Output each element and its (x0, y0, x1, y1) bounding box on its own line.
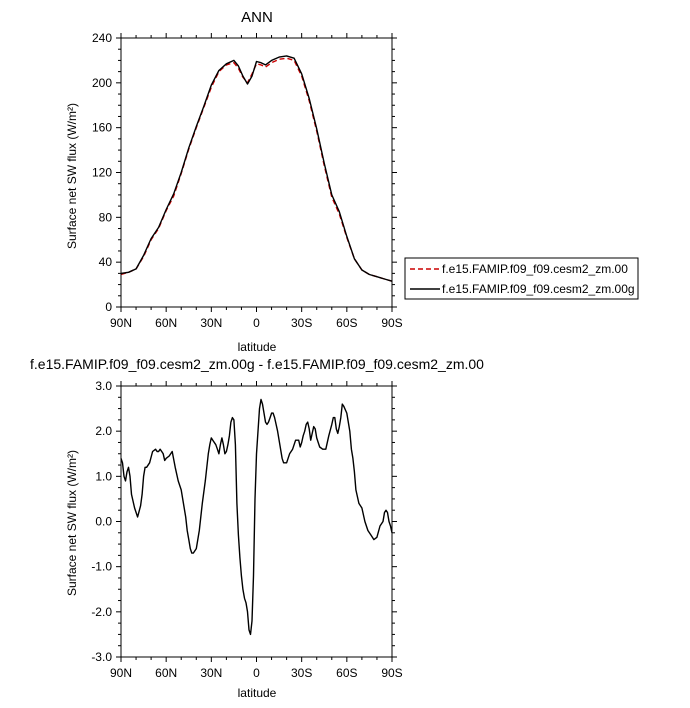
legend: f.e15.FAMIP.f09_f09.cesm2_zm.00 f.e15.FAM… (404, 257, 639, 300)
y-tick-label: 0.0 (95, 515, 112, 529)
x-tick-label: 60N (155, 316, 177, 330)
y-tick-label: 1.0 (95, 469, 112, 483)
x-tick-label: 30S (291, 666, 312, 680)
x-tick-label: 30N (200, 666, 222, 680)
legend-label: f.e15.FAMIP.f09_f09.cesm2_zm.00g (442, 282, 635, 296)
bottom-panel: f.e15.FAMIP.f09_f09.cesm2_zm.00g - f.e15… (30, 356, 484, 700)
top-plot-area: 90N 60N 30N 0 30S 60S 90S 0 40 80 120 160 200 240 (92, 31, 403, 330)
bottom-y-axis-label: Surface net SW flux (W/m²) (65, 450, 79, 596)
x-tick-label: 0 (253, 666, 260, 680)
legend-box (404, 257, 639, 300)
top-chart-title: ANN (241, 9, 273, 26)
y-tick-label: 160 (92, 121, 112, 135)
top-y-axis-label: Surface net SW flux (W/m²) (65, 103, 79, 249)
y-tick-label: 240 (92, 31, 112, 45)
top-panel: ANN 90N 60N 30N 0 30S 60S 90S 0 40 80 120 160 200 240… (65, 9, 403, 354)
legend-label: f.e15.FAMIP.f09_f09.cesm2_zm.00 (442, 262, 628, 276)
x-tick-label: 60S (336, 666, 357, 680)
x-tick-label: 60S (336, 316, 357, 330)
x-tick-label: 60N (155, 666, 177, 680)
x-tick-label: 0 (253, 316, 260, 330)
y-tick-label: 3.0 (95, 379, 112, 393)
y-tick-label: -1.0 (91, 560, 112, 574)
plot-frame (120, 385, 393, 658)
y-tick-label: -2.0 (91, 605, 112, 619)
y-tick-label: 2.0 (95, 424, 112, 438)
bottom-x-axis-label: latitude (238, 686, 277, 700)
top-x-axis-label: latitude (238, 340, 277, 354)
y-tick-label: 40 (99, 255, 113, 269)
x-tick-label: 30S (291, 316, 312, 330)
x-tick-label: 90N (110, 316, 132, 330)
series-line-1-0 (120, 398, 393, 636)
x-tick-label: 30N (200, 316, 222, 330)
x-tick-label: 90N (110, 666, 132, 680)
bottom-chart-title: f.e15.FAMIP.f09_f09.cesm2_zm.00g - f.e15… (30, 356, 484, 372)
series-line-0-1 (120, 55, 393, 282)
y-tick-label: 80 (99, 210, 113, 224)
x-tick-label: 90S (381, 316, 402, 330)
y-tick-label: -3.0 (91, 650, 112, 664)
y-tick-label: 0 (105, 300, 112, 314)
x-tick-label: 90S (381, 666, 402, 680)
y-tick-label: 120 (92, 166, 112, 180)
plot-frame (120, 37, 393, 308)
y-tick-label: 200 (92, 76, 112, 90)
bottom-plot-area: 90N 60N 30N 0 30S 60S 90S -3.0 -2.0 -1.0 0.0 1.0 2.0… (91, 379, 402, 680)
